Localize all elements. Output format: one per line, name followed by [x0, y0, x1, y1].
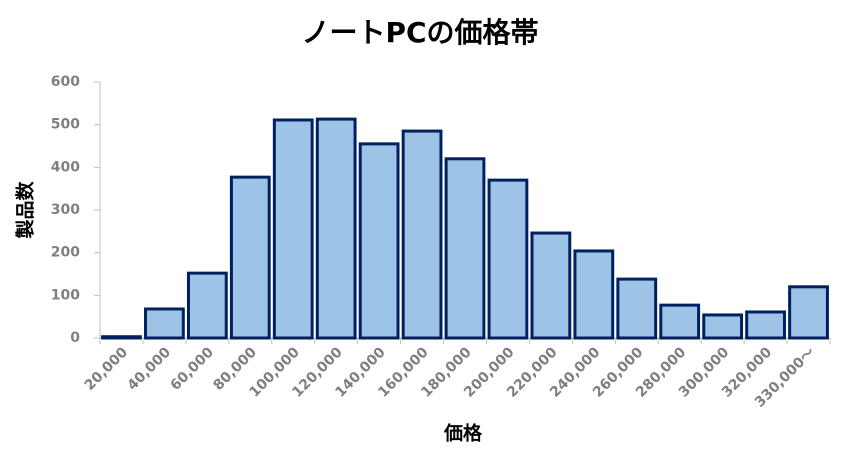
y-tick-label: 300 — [51, 202, 80, 218]
x-tick-label: 60,000 — [167, 344, 217, 394]
bar — [186, 271, 228, 340]
x-tick-label: 40,000 — [125, 344, 175, 394]
bar — [487, 178, 529, 340]
bar — [616, 277, 658, 340]
bar — [272, 118, 314, 340]
y-tick-label: 100 — [51, 287, 80, 303]
y-axis-label: 製品数 — [14, 181, 37, 240]
bar — [444, 157, 486, 340]
chart-title: ノートPCの価格帯 — [301, 16, 538, 49]
bar — [659, 303, 701, 340]
bar — [101, 335, 142, 340]
y-tick-label: 600 — [51, 74, 80, 90]
bar — [144, 307, 185, 340]
bar — [358, 142, 400, 340]
x-axis-label: 価格 — [443, 422, 483, 445]
bar — [229, 175, 271, 340]
bar — [401, 129, 443, 340]
y-tick-label: 500 — [51, 117, 80, 133]
x-tick-label: 20,000 — [82, 344, 132, 394]
bar — [745, 310, 786, 340]
bar — [788, 285, 829, 340]
y-tick-label: 200 — [51, 245, 80, 261]
y-tick-label: 0 — [70, 330, 80, 346]
bar — [315, 117, 357, 340]
y-tick-label: 400 — [51, 159, 80, 175]
bar — [573, 249, 615, 340]
bar — [702, 313, 744, 340]
bar — [530, 231, 572, 340]
